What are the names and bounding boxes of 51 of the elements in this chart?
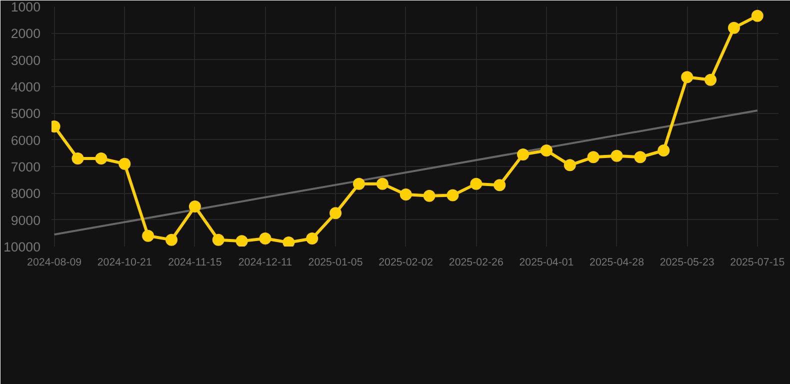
x-tick-label: 2025-01-05 bbox=[308, 256, 363, 268]
x-tick-label: 2024-12-11 bbox=[238, 256, 292, 268]
point bbox=[470, 178, 482, 190]
point bbox=[494, 179, 506, 192]
y-tick-label: 6000 bbox=[10, 132, 41, 148]
y-tick-label: 4000 bbox=[10, 80, 41, 94]
point bbox=[259, 232, 272, 244]
point bbox=[704, 74, 717, 86]
point bbox=[681, 71, 694, 84]
point bbox=[610, 150, 623, 162]
point bbox=[400, 188, 412, 200]
y-tick-label: 8000 bbox=[10, 186, 41, 202]
point bbox=[95, 152, 108, 164]
y-tick-label: 1000 bbox=[10, 0, 41, 14]
point bbox=[236, 235, 248, 246]
x-tick-label: 2025-02-02 bbox=[378, 256, 434, 268]
point bbox=[118, 158, 131, 170]
x-tick-label: 2025-04-28 bbox=[590, 256, 644, 268]
point bbox=[165, 234, 178, 246]
point bbox=[72, 152, 84, 164]
point bbox=[751, 10, 764, 22]
x-tick-label: 2025-04-01 bbox=[519, 256, 574, 268]
x-tick-label: 2024-08-09 bbox=[27, 256, 82, 268]
point bbox=[352, 178, 365, 190]
point bbox=[282, 236, 295, 246]
point bbox=[728, 22, 740, 34]
y-tick-label: 3000 bbox=[10, 52, 41, 68]
x-tick-label: 2024-10-21 bbox=[97, 256, 152, 268]
x-tick-label: 2025-02-26 bbox=[448, 256, 504, 268]
y-tick-label: 7000 bbox=[10, 160, 41, 174]
point bbox=[446, 189, 459, 202]
point bbox=[212, 234, 224, 246]
point bbox=[423, 190, 436, 202]
x-tick-label: 2025-07-15 bbox=[730, 256, 785, 268]
point bbox=[517, 148, 530, 160]
point bbox=[376, 178, 388, 190]
point bbox=[540, 144, 552, 156]
y-tick-label: 9000 bbox=[10, 212, 41, 228]
point bbox=[142, 230, 154, 242]
point bbox=[330, 207, 342, 220]
y-tick-label: 10000 bbox=[3, 240, 40, 254]
y-tick-label: 5000 bbox=[10, 106, 41, 122]
x-tick-label: 2024-11-15 bbox=[168, 256, 222, 268]
point bbox=[564, 159, 576, 172]
point bbox=[188, 200, 201, 212]
point bbox=[658, 144, 670, 156]
y-tick-label: 2000 bbox=[10, 26, 41, 42]
x-tick-label: 2025-05-23 bbox=[660, 256, 714, 268]
point bbox=[634, 151, 646, 164]
point bbox=[587, 151, 600, 164]
point bbox=[306, 232, 318, 244]
